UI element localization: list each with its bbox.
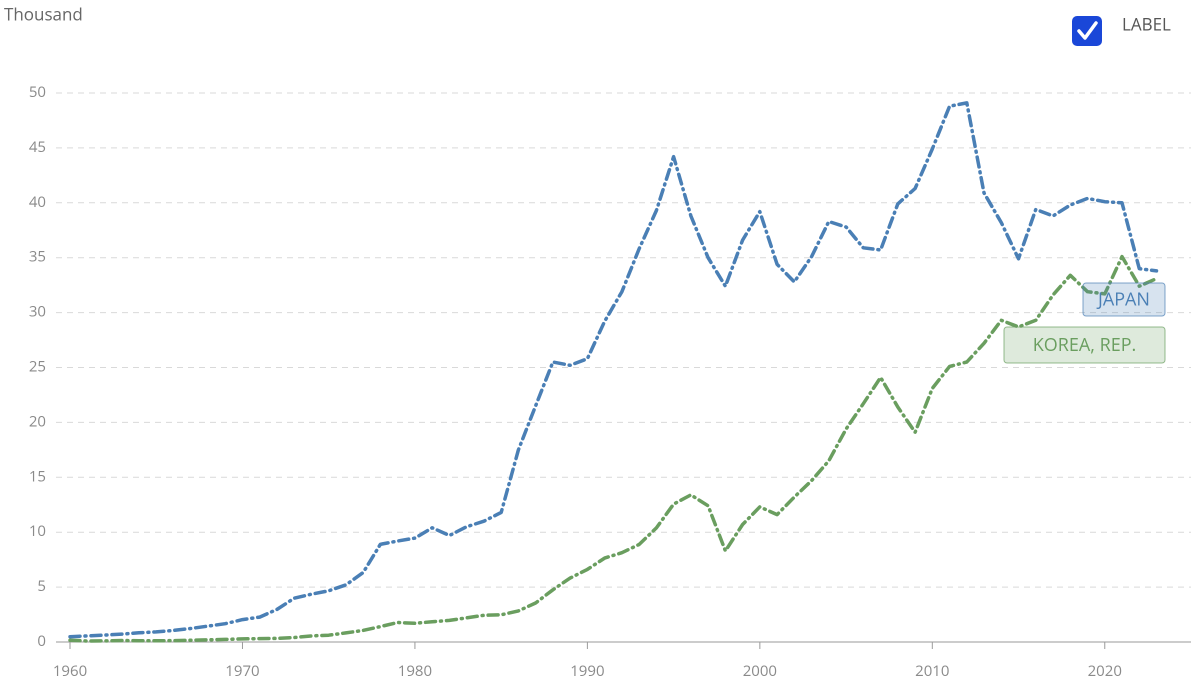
y-axis-title: Thousand: [4, 3, 83, 26]
y-tick-label: 35: [29, 247, 46, 267]
checkmark: [1077, 21, 1098, 40]
x-tick-label: 1960: [53, 661, 87, 681]
toggle-label[interactable]: LABEL: [1122, 13, 1171, 36]
series-label-box: [1082, 282, 1166, 317]
x-tick-label: 2020: [1088, 661, 1122, 681]
y-tick-label: 50: [29, 82, 46, 102]
series-line: [68, 101, 1159, 639]
y-tick-label: 45: [29, 137, 46, 157]
y-tick-label: 20: [29, 411, 46, 431]
checkbox[interactable]: [1072, 16, 1102, 46]
x-tick-label: 1990: [570, 661, 604, 681]
series-label: KOREA, REP.: [1033, 333, 1137, 357]
x-tick-label: 1970: [225, 661, 259, 681]
x-tick-label: 2000: [743, 661, 777, 681]
y-tick-label: 30: [29, 302, 46, 322]
series-label: JAPAN: [1096, 287, 1150, 311]
x-tick-label: 2010: [915, 661, 949, 681]
y-tick-label: 10: [29, 521, 46, 541]
y-tick-label: 25: [29, 357, 46, 377]
series-label-box: [1003, 326, 1166, 364]
y-tick-label: 15: [29, 466, 46, 486]
y-tick-label: 40: [29, 192, 46, 212]
y-tick-label: 0: [37, 631, 46, 651]
label-toggle[interactable]: LABEL: [1072, 13, 1171, 46]
x-tick-label: 1980: [398, 661, 432, 681]
series-line: [68, 254, 1159, 643]
y-tick-label: 5: [37, 576, 46, 596]
